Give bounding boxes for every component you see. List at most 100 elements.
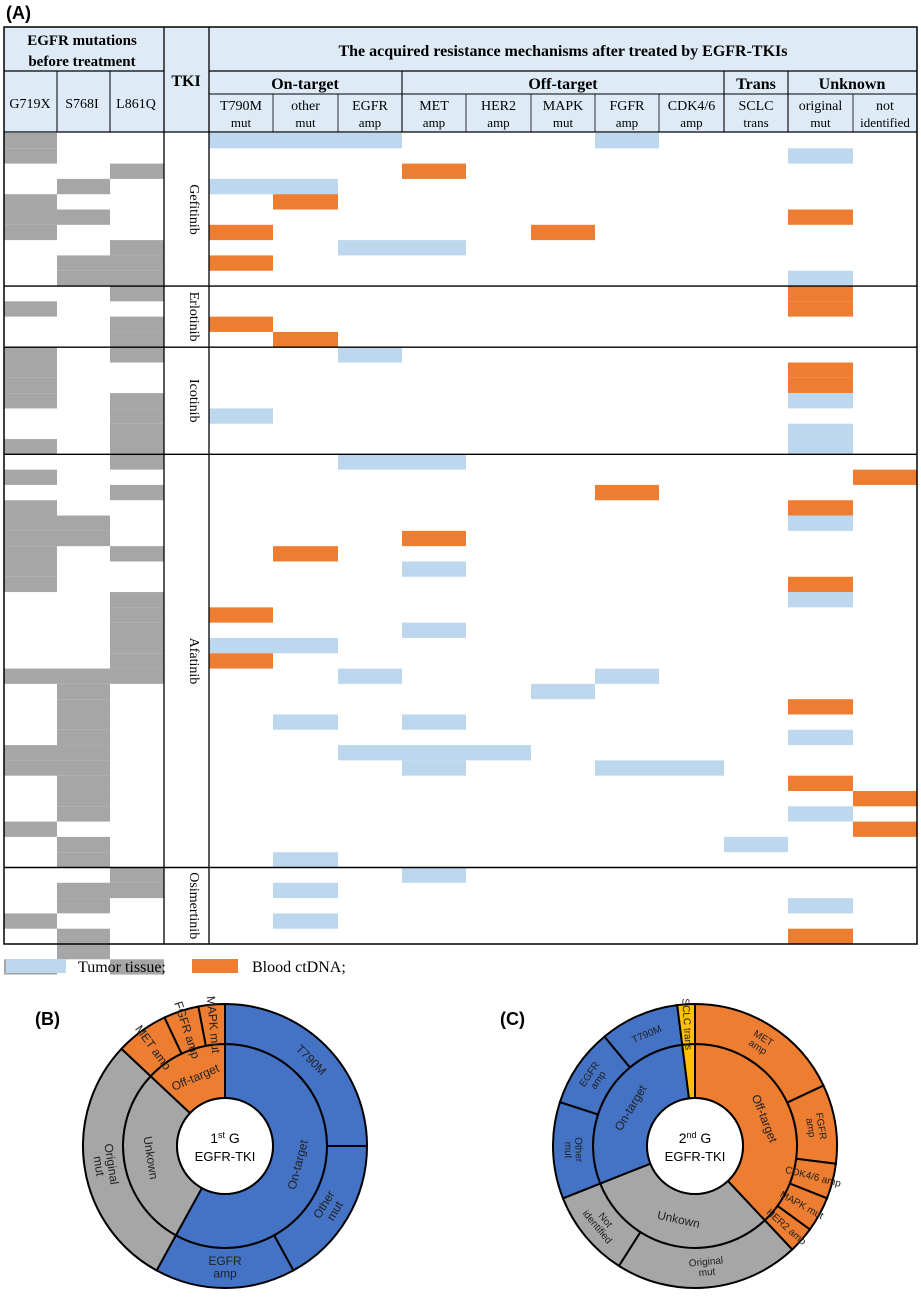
tissue-cell [402,561,466,577]
mutation-cell [110,546,164,562]
mutation-cell [110,270,164,287]
mutation-cell [57,668,110,684]
ctdna-cell [788,362,853,378]
mutation-cell [4,530,57,547]
mutation-cell [57,729,110,746]
mutation-cell [110,668,164,684]
tissue-cell [595,760,659,776]
ctdna-cell [402,163,466,179]
mutation-cell [4,148,57,164]
mutation-cell [110,484,164,501]
mutation-cell [110,316,164,332]
donut-b-outer-label-original-mut: Originalmut [89,1142,122,1187]
tissue-cell [531,683,595,700]
mutation-cell [110,882,164,899]
mech-col-label-met-amp: MET [419,99,449,114]
tissue-cell [273,882,338,899]
mutation-cell [4,194,57,210]
ctdna-cell [788,377,853,394]
mutation-cell [4,377,57,394]
mutation-cell [110,255,164,271]
ctdna-cell [788,699,853,715]
mech-col-sublabel-other-mut: mut [295,115,316,130]
ctdna-cell [788,928,853,944]
tissue-cell [209,133,273,149]
tissue-cell [595,668,659,684]
mutation-cell [4,209,57,225]
mutation-cell [57,852,110,868]
tissue-cell [209,637,273,654]
ctdna-cell [402,530,466,547]
donut-c-outer-label-original-mut: Originalmut [688,1255,724,1280]
ctdna-cell [853,469,917,485]
tissue-cell [788,729,853,746]
ctdna-cell [595,484,659,501]
group-header-off-target: Off-target [528,76,598,93]
mech-col-sublabel-fgfr-amp: amp [616,115,638,130]
tissue-cell [788,393,853,409]
mutation-cell [110,163,164,179]
ctdna-cell [788,576,853,593]
mutation-cell [57,699,110,715]
tissue-cell [402,867,466,883]
tki-label-gefitinib: Gefitinib [186,184,201,235]
mech-col-sublabel-met-amp: amp [423,115,445,130]
mutation-cell [110,240,164,256]
mech-col-sublabel-sclc-trans: trans [743,115,768,130]
mech-col-sublabel-her2-amp: amp [487,115,509,130]
mutation-cell [57,714,110,730]
mutation-cell [110,439,164,455]
group-header-on-target: On-target [271,76,339,93]
tki-label-osimertinib: Osimertinib [186,872,201,939]
legend-tissue-label: Tumor tissue; [78,959,166,976]
donut-b-outer-label-egfr-amp: EGFR amp [208,1254,242,1281]
mech-col-label-egfr-amp: EGFR [352,99,388,114]
mutation-cell [57,760,110,776]
ctdna-cell [853,821,917,837]
tissue-cell [788,806,853,822]
panel-a-label: (A) [6,3,31,23]
tissue-cell [338,347,402,363]
mutation-cell [4,745,57,761]
mech-col-sublabel-cdk4-6-amp: amp [680,115,702,130]
mutation-cell [57,836,110,853]
mutation-cell [4,347,57,363]
mutation-cell [57,790,110,807]
donut-c-outer-slice-sclc-trans [676,1002,696,1046]
mutation-cell [4,546,57,562]
panel-c-label: (C) [500,1009,525,1029]
tissue-cell [273,852,338,868]
tissue-cell [788,592,853,608]
mutation-cell [4,133,57,149]
donut-c-outer-label-other-mut: Othermut [562,1137,584,1163]
donut-c-center-line1: 2nd G [679,1130,712,1146]
mech-col-label-sclc-trans: SCLC [738,99,773,114]
mutation-cell [4,821,57,837]
donut-c-outer-label-fgfr-amp: FGFRamp [803,1112,828,1142]
mutation-cell [110,622,164,638]
col-l861q: L861Q [116,97,156,112]
mutation-cell [4,301,57,317]
group-header-unknown: Unknown [819,76,886,93]
tissue-cell [788,423,853,440]
tissue-cell [338,745,402,761]
mutation-cell [4,668,57,684]
mutation-cell [110,423,164,440]
group-header-trans: Trans [736,76,776,93]
mutation-cell [110,347,164,363]
mutation-cell [110,959,164,975]
mech-col-label-fgfr-amp: FGFR [609,99,645,114]
ctdna-cell [209,316,273,332]
resistance-heatmap: (A) EGFR mutations before treatment TKI … [3,3,918,976]
ctdna-cell [531,224,595,241]
panel-b-label: (B) [35,1009,60,1029]
mech-col-label-not-identified: not [876,99,894,114]
legend-tissue-swatch [6,959,66,973]
legend-ctdna-swatch [192,959,238,973]
tissue-cell [273,133,338,149]
ctdna-cell [788,500,853,516]
header-background [4,27,917,132]
ctdna-cell [788,301,853,317]
ctdna-cell [209,607,273,623]
